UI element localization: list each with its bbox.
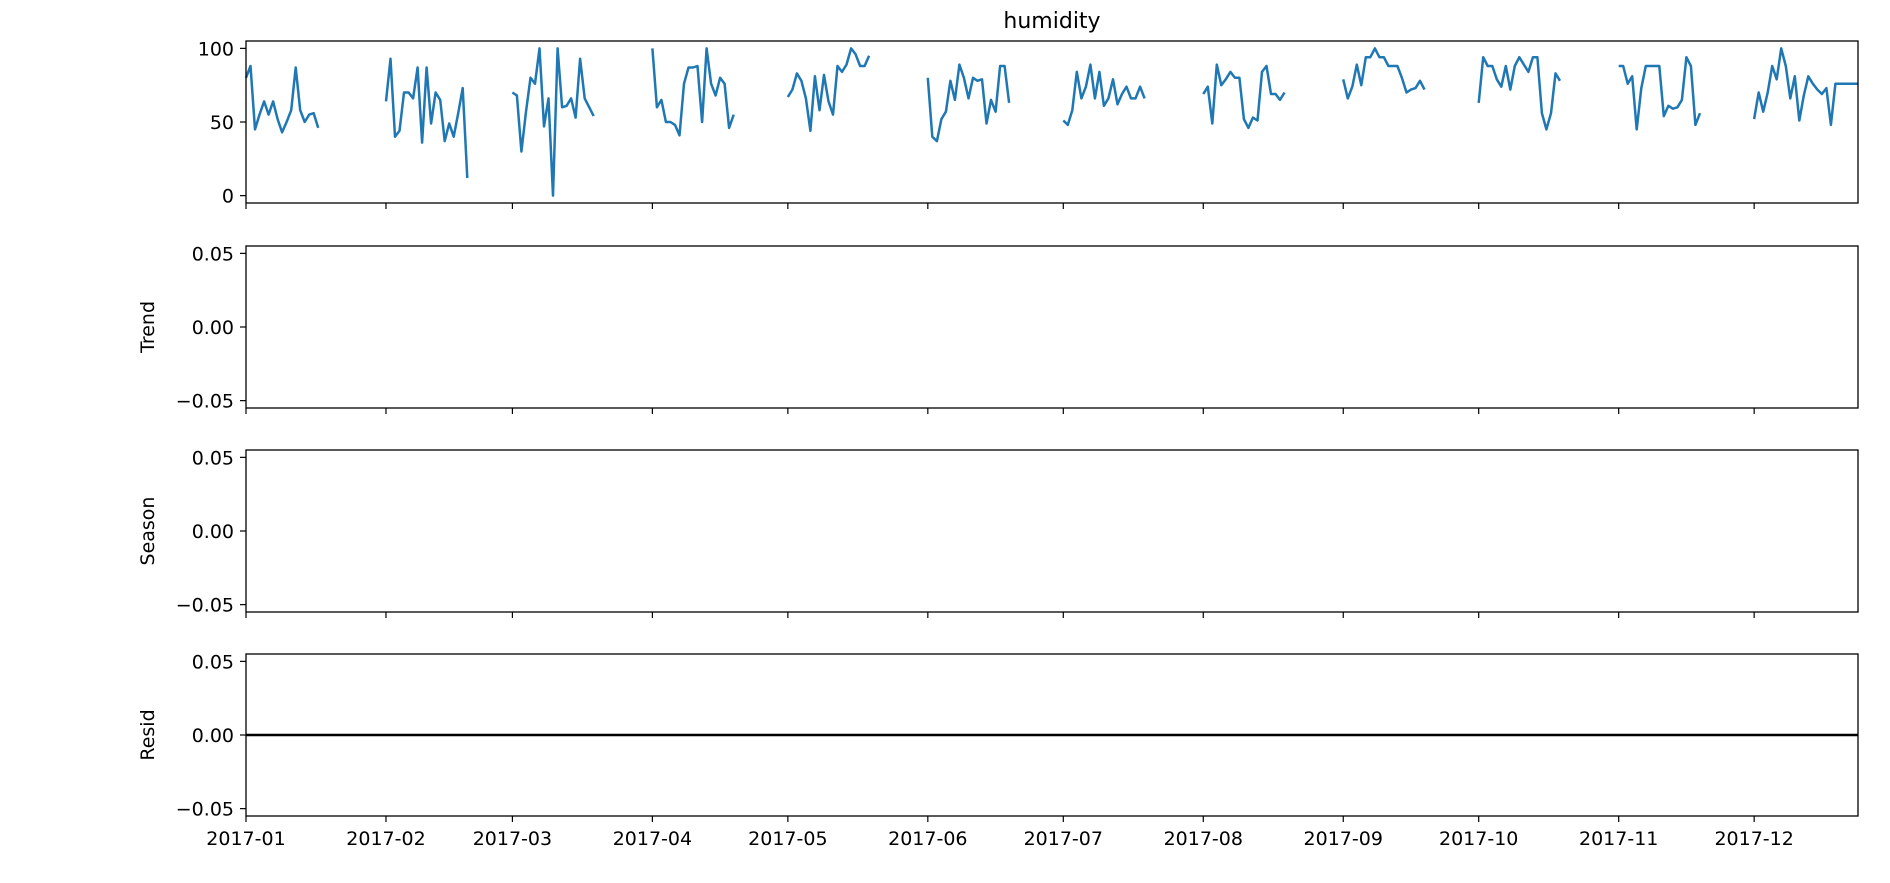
panel-trend: 0.05 0.00 −0.05 Trend	[137, 243, 1859, 414]
x-tick-label: 2017-04	[613, 828, 692, 850]
series-line-observed-5	[926, 63, 1011, 143]
panel-seasonal: 0.05 0.00 −0.05 Season	[137, 447, 1859, 618]
series-line-observed-10	[1618, 55, 1702, 131]
x-tick-label: 2017-03	[473, 828, 552, 850]
y-axis-label: Season	[137, 497, 159, 566]
series-line-observed-3	[651, 47, 735, 137]
axes-frame	[245, 449, 1859, 613]
series-line-observed-4	[786, 47, 871, 133]
series-line-observed-8	[1341, 47, 1426, 100]
panel-observed: 0 50 100	[198, 38, 1859, 209]
x-tick-label: 2017-08	[1164, 828, 1243, 850]
y-tick-label: 50	[210, 112, 234, 134]
x-tick-label: 2017-07	[1024, 828, 1103, 850]
x-tick-label: 2017-10	[1439, 828, 1518, 850]
panel-resid: 0.05 0.00 −0.05 Resid 2017-01 2017-02 2017-03 2…	[137, 651, 1859, 850]
y-tick-label: 0.05	[192, 651, 234, 673]
figure-title: humidity	[1003, 9, 1100, 34]
x-tick-label: 2017-05	[748, 828, 827, 850]
x-tick-label: 2017-11	[1579, 828, 1658, 850]
chart-panels: 0 50 100 0.05 0.00 −0.05 Trend 0.05 0.00 −0.05 Sea…	[137, 38, 1859, 850]
series-line-observed-6	[1062, 63, 1146, 127]
series-line-observed-9	[1477, 55, 1562, 131]
x-tick-label: 2017-01	[206, 828, 285, 850]
series-line-observed-7	[1202, 63, 1286, 130]
x-tick-label: 2017-12	[1714, 828, 1793, 850]
series-line-observed-1	[384, 57, 469, 179]
y-tick-label: 0.00	[192, 521, 234, 543]
y-tick-label: 0.00	[192, 725, 234, 747]
y-tick-label: 0.05	[192, 243, 234, 265]
series-line-observed-11	[1752, 47, 1858, 127]
series-line-observed-2	[511, 47, 595, 197]
x-tick-label: 2017-02	[346, 828, 425, 850]
y-axis-label: Resid	[137, 709, 159, 760]
series-line-observed-0	[244, 64, 320, 134]
y-axis-label: Trend	[137, 301, 159, 354]
y-tick-label: −0.05	[176, 595, 234, 617]
x-tick-label: 2017-09	[1304, 828, 1383, 850]
x-tick-label: 2017-06	[888, 828, 967, 850]
y-tick-label: 0	[222, 186, 234, 208]
y-tick-label: 0.05	[192, 447, 234, 469]
axes-frame	[245, 245, 1859, 409]
y-tick-label: 100	[198, 38, 234, 60]
y-tick-label: 0.00	[192, 317, 234, 339]
y-tick-label: −0.05	[176, 799, 234, 821]
axes-frame	[245, 40, 1859, 204]
y-tick-label: −0.05	[176, 391, 234, 413]
